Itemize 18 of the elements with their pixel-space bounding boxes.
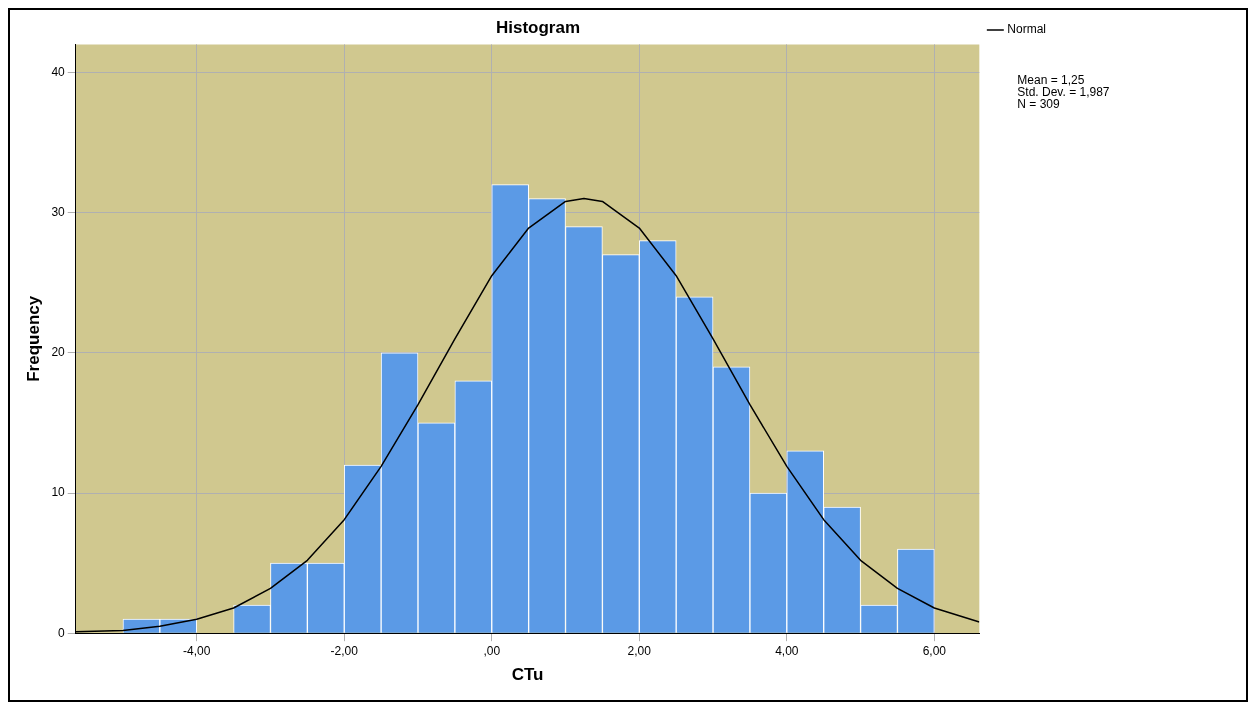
text: Std. Dev. = 1,987 [1017,84,1110,99]
y-tick-label: 30 [51,204,66,219]
text: N = 309 [1017,96,1061,111]
y-tick-label: 40 [51,64,66,79]
chart-title: Histogram [495,17,581,37]
y-tick-label: 20 [51,345,66,360]
text: Mean = 1,25 [1017,72,1085,87]
x-tick-label: 4,00 [775,643,799,658]
x-tick-label: 2,00 [627,643,652,658]
y-tick-label: 10 [51,485,66,500]
y-tick-label: 0 [58,625,66,640]
x-tick-label: ,00 [483,643,501,658]
x-tick-label: 6,00 [922,643,947,658]
x-axis-title: CTu [511,665,544,685]
legend-label: Normal [1007,22,1046,37]
x-tick-label: -4,00 [183,643,211,658]
y-axis-title: Frequency [23,295,43,382]
x-tick-label: -2,00 [330,643,359,658]
